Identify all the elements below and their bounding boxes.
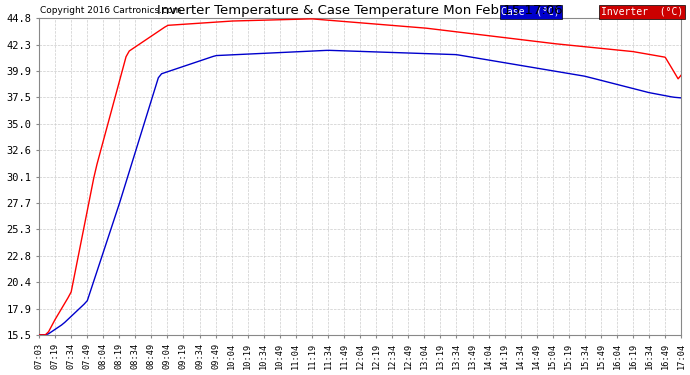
Text: Case  (°C): Case (°C): [502, 7, 560, 17]
Text: Copyright 2016 Cartronics.com: Copyright 2016 Cartronics.com: [39, 6, 181, 15]
Title: Inverter Temperature & Case Temperature Mon Feb 15 17:06: Inverter Temperature & Case Temperature …: [157, 4, 563, 17]
Text: Inverter  (°C): Inverter (°C): [601, 7, 683, 17]
